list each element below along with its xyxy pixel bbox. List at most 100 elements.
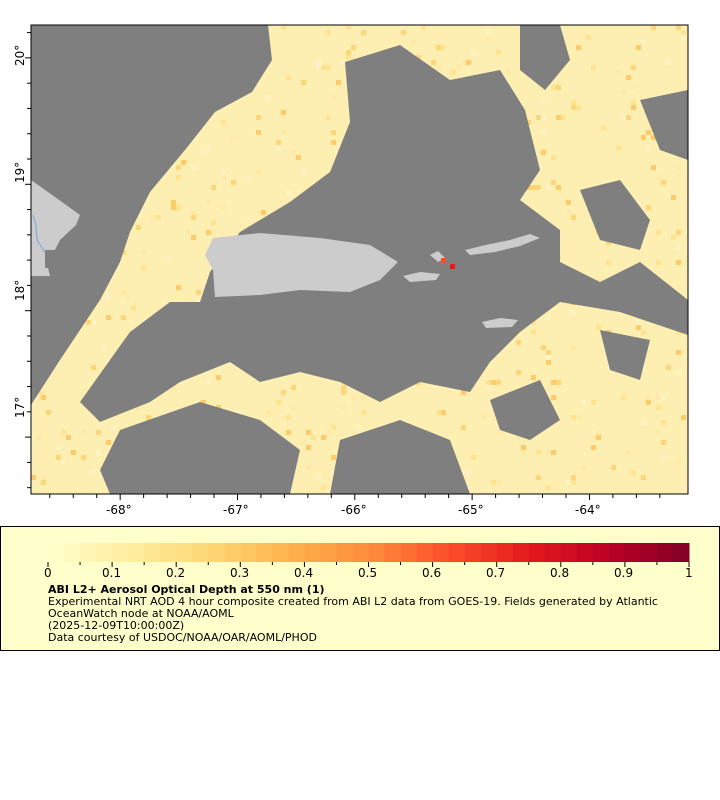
no-data-region bbox=[600, 330, 650, 380]
aod-pixel bbox=[641, 365, 646, 370]
high-aod-pixel bbox=[450, 264, 455, 269]
aod-pixel bbox=[66, 435, 71, 440]
aod-pixel bbox=[216, 405, 221, 410]
aod-pixel bbox=[201, 400, 206, 405]
legend-description: Experimental NRT AOD 4 hour composite cr… bbox=[48, 595, 658, 608]
aod-pixel bbox=[111, 425, 116, 430]
aod-pixel bbox=[231, 180, 236, 185]
aod-pixel bbox=[631, 470, 636, 475]
aod-pixel bbox=[221, 120, 226, 125]
aod-pixel bbox=[206, 200, 211, 205]
no-data-region bbox=[100, 402, 300, 494]
aod-pixel bbox=[491, 380, 496, 385]
colorbar-ticks bbox=[47, 562, 690, 567]
aod-pixel bbox=[581, 400, 586, 405]
aod-pixel bbox=[646, 400, 651, 405]
aod-pixel bbox=[546, 315, 551, 320]
aod-pixel bbox=[536, 450, 541, 455]
colorbar-cell bbox=[224, 543, 241, 562]
aod-pixel bbox=[576, 105, 581, 110]
aod-pixel bbox=[36, 435, 41, 440]
river bbox=[32, 214, 46, 253]
aod-pixel bbox=[346, 50, 351, 55]
aod-pixel bbox=[41, 480, 46, 485]
aod-pixel bbox=[121, 315, 126, 320]
vieques bbox=[403, 272, 440, 282]
aod-pixel bbox=[306, 465, 311, 470]
colorbar-cell bbox=[528, 543, 546, 562]
aod-pixel bbox=[591, 65, 596, 70]
aod-pixel bbox=[166, 255, 171, 260]
aod-pixel bbox=[676, 165, 681, 170]
aod-pixel bbox=[216, 375, 221, 380]
aod-pixel bbox=[646, 205, 651, 210]
aod-pixel bbox=[566, 210, 571, 215]
aod-pixel bbox=[606, 240, 611, 245]
aod-pixel bbox=[551, 180, 556, 185]
aod-pixel bbox=[291, 150, 296, 155]
aod-pixel bbox=[286, 415, 291, 420]
colorbar-label: 0.8 bbox=[550, 566, 569, 580]
aod-pixel bbox=[621, 115, 626, 120]
hispaniola-south bbox=[31, 268, 50, 276]
aod-pixel bbox=[531, 375, 536, 380]
aod-pixel bbox=[61, 460, 66, 465]
high-aod-pixel bbox=[441, 258, 446, 263]
colorbar-cell bbox=[368, 543, 386, 562]
colorbar-cell bbox=[400, 543, 418, 562]
aod-pixel bbox=[596, 430, 601, 435]
aod-pixel bbox=[201, 150, 206, 155]
colorbar-cell bbox=[192, 543, 209, 562]
aod-pixel bbox=[306, 445, 311, 450]
aod-pixel bbox=[301, 80, 306, 85]
aod-pixel bbox=[361, 30, 366, 35]
aod-pixel bbox=[176, 205, 181, 210]
colorbar-cell bbox=[144, 543, 161, 562]
colorbar-cell bbox=[640, 543, 658, 562]
aod-pixel bbox=[361, 395, 366, 400]
aod-pixel bbox=[546, 360, 551, 365]
aod-pixel bbox=[56, 445, 61, 450]
colorbar-cell bbox=[592, 543, 610, 562]
aod-pixel bbox=[351, 395, 356, 400]
colorbar-cell bbox=[608, 543, 626, 562]
aod-pixel bbox=[156, 215, 161, 220]
aod-pixel bbox=[656, 430, 661, 435]
lon-label: -64° bbox=[575, 503, 601, 517]
aod-pixel bbox=[326, 430, 331, 435]
aod-pixel bbox=[276, 145, 281, 150]
colorbar-cell bbox=[416, 543, 434, 562]
aod-pixel bbox=[211, 230, 216, 235]
no-data-region bbox=[520, 25, 570, 90]
aod-pixel bbox=[496, 430, 501, 435]
aod-pixel bbox=[301, 440, 306, 445]
aod-pixel bbox=[286, 430, 291, 435]
aod-pixel bbox=[661, 180, 666, 185]
aod-pixel bbox=[276, 400, 281, 405]
aod-pixel bbox=[321, 65, 326, 70]
colorbar-cell bbox=[176, 543, 193, 562]
aod-pixel bbox=[546, 350, 551, 355]
aod-pixel bbox=[421, 25, 426, 30]
aod-pixel bbox=[666, 365, 671, 370]
colorbar-cell bbox=[304, 543, 321, 562]
aod-pixel bbox=[171, 205, 176, 210]
aod-pixel bbox=[576, 415, 581, 420]
aod-pixel bbox=[401, 30, 406, 35]
aod-pixel bbox=[556, 185, 561, 190]
aod-pixel bbox=[676, 245, 681, 250]
colorbar-cell bbox=[160, 543, 177, 562]
colorbar-cell bbox=[336, 543, 353, 562]
aod-pixel bbox=[101, 345, 106, 350]
colorbar-cell bbox=[656, 543, 674, 562]
colorbar-cell bbox=[480, 543, 498, 562]
aod-pixel bbox=[321, 485, 326, 490]
lon-label: -66° bbox=[341, 503, 367, 517]
colorbar-cell bbox=[240, 543, 257, 562]
aod-pixel bbox=[191, 165, 196, 170]
aod-pixel bbox=[581, 465, 586, 470]
aod-pixel bbox=[661, 455, 666, 460]
colorbar-label: 0.6 bbox=[422, 566, 441, 580]
aod-pixel bbox=[496, 50, 501, 55]
aod-pixel bbox=[601, 125, 606, 130]
